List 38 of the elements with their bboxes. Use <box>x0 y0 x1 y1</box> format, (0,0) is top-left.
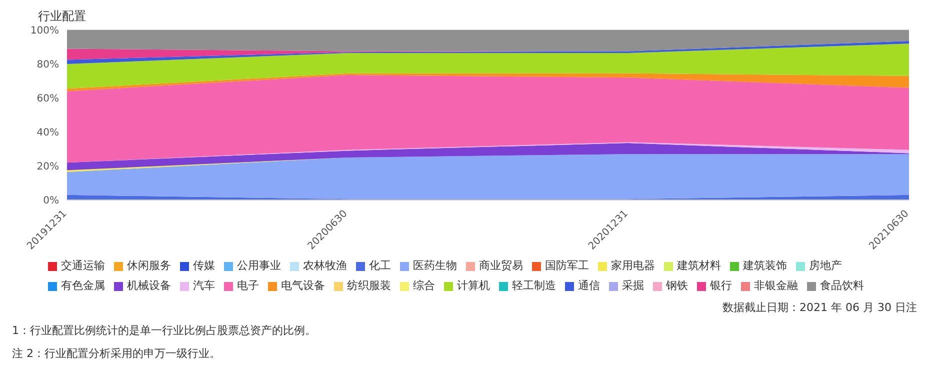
legend-label: 钢铁 <box>666 278 688 294</box>
legend-label: 综合 <box>413 278 435 294</box>
legend-label: 休闲服务 <box>127 258 171 274</box>
text: 注 2：行业配置分析采用的申万一级行业。 <box>12 346 220 361</box>
text: 1：行业配置比例统计的是单一行业比例占股票总资产的比例。 <box>12 323 316 338</box>
legend-label: 非银金融 <box>754 278 798 294</box>
legend-label: 国防军工 <box>545 258 589 274</box>
legend-label: 电子 <box>237 278 259 294</box>
legend-label: 医药生物 <box>413 258 457 274</box>
y-tick-label: 80% <box>36 60 59 71</box>
chart-title: 行业配置 <box>38 8 86 25</box>
legend-label: 电气设备 <box>281 278 325 294</box>
y-tick-label: 0% <box>43 196 59 207</box>
legend-label: 汽车 <box>193 278 215 294</box>
legend-label: 家用电器 <box>611 258 655 274</box>
y-tick-label: 40% <box>36 128 59 139</box>
legend-label: 化工 <box>369 258 391 274</box>
legend-label: 建筑装饰 <box>743 258 787 274</box>
legend-label: 交通运输 <box>61 258 105 274</box>
legend-label: 传媒 <box>193 258 215 274</box>
legend-label: 公用事业 <box>237 258 281 274</box>
legend-label: 农林牧渔 <box>303 258 347 274</box>
y-tick-label: 60% <box>36 94 59 105</box>
legend-label: 采掘 <box>622 278 644 294</box>
y-tick-label: 100% <box>30 26 59 37</box>
legend-label: 计算机 <box>457 278 490 294</box>
legend-label: 房地产 <box>809 258 842 274</box>
legend-label: 银行 <box>710 278 732 294</box>
legend-label: 轻工制造 <box>512 278 556 294</box>
legend-label: 食品饮料 <box>820 278 864 294</box>
legend-label: 有色金属 <box>61 278 105 294</box>
legend-label: 建筑材料 <box>677 258 721 274</box>
legend-label: 商业贸易 <box>479 258 523 274</box>
y-tick-label: 20% <box>36 162 59 173</box>
text: 数据截止日期：2021 年 06 月 30 日注 <box>722 300 917 315</box>
legend-label: 通信 <box>578 278 600 294</box>
legend-label: 机械设备 <box>127 278 171 294</box>
legend-label: 纺织服装 <box>347 278 391 294</box>
